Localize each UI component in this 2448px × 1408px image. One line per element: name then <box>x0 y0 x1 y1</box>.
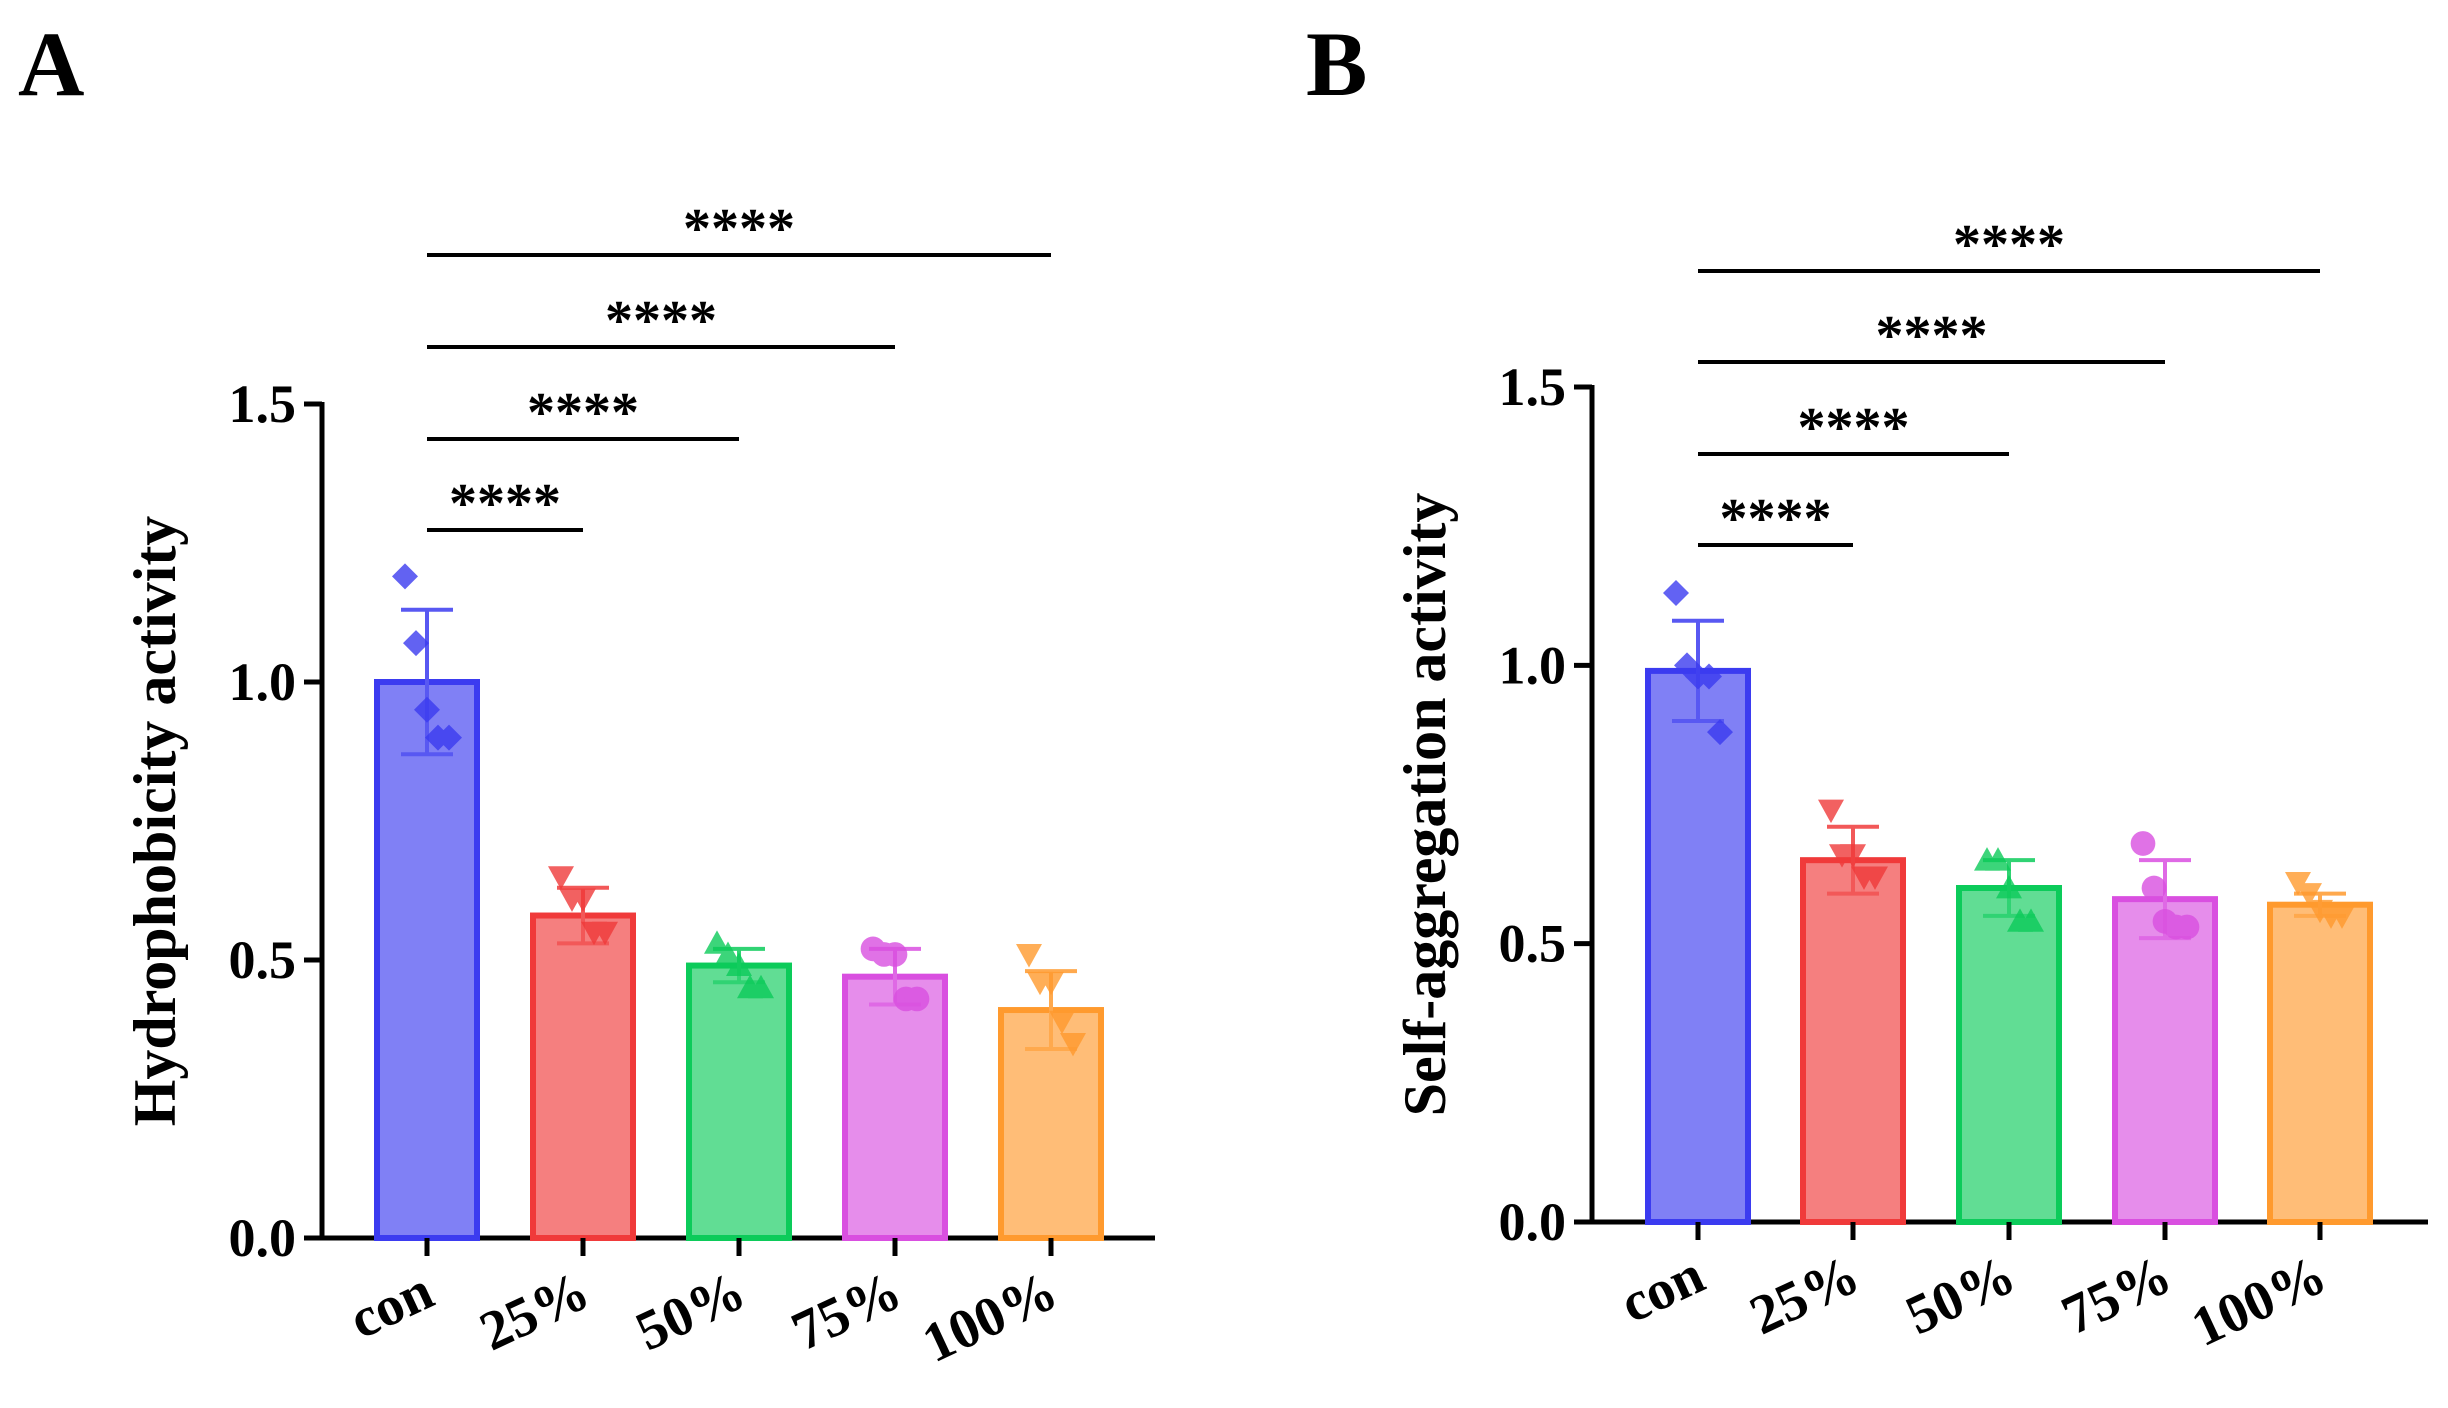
y-axis-label: Self-aggregation activity <box>1392 493 1458 1117</box>
x-tick-label: 75% <box>783 1260 911 1364</box>
data-point <box>403 630 429 657</box>
data-point <box>2018 908 2044 932</box>
data-point <box>570 888 596 912</box>
panel-A: A Hydrophobicity activity 0.0 0.5 1.0 1.5 con 2… <box>18 13 1155 1375</box>
data-point <box>414 696 440 723</box>
data-point <box>592 921 618 946</box>
bar-25% <box>1800 857 1906 1226</box>
significance-label: **** <box>605 290 717 352</box>
data-point <box>2141 875 2167 901</box>
data-point <box>1862 866 1888 890</box>
points-con <box>1663 579 1733 746</box>
x-tick-label: 100% <box>913 1260 1066 1375</box>
data-point <box>715 941 741 965</box>
data-point <box>1818 799 1844 824</box>
panel-letter-B: B <box>1306 13 1367 115</box>
data-point <box>904 986 930 1012</box>
data-point <box>1696 663 1722 690</box>
points-25% <box>1818 799 1888 890</box>
data-point <box>2174 914 2200 940</box>
y-tick-label: 0.5 <box>229 930 297 990</box>
panel-letter-A: A <box>18 13 84 115</box>
significance-label: **** <box>1953 214 2065 276</box>
y-tick-label: 1.5 <box>1499 357 1567 417</box>
data-point <box>2296 883 2322 907</box>
points-75% <box>860 936 930 1012</box>
bar-75% <box>842 973 948 1241</box>
bar-25% <box>530 912 636 1242</box>
x-tick-label: con <box>1611 1244 1713 1336</box>
bar-100% <box>2267 901 2373 1225</box>
bar-con <box>374 679 480 1241</box>
x-tick-label: 100% <box>2182 1244 2335 1359</box>
x-tick-label: 50% <box>627 1260 755 1364</box>
points-50% <box>704 930 774 999</box>
significance-label: **** <box>527 382 639 444</box>
y-tick-label: 1.0 <box>229 652 297 712</box>
data-point <box>726 952 752 976</box>
panel-B: B Self-aggregation activity 0.0 0.5 1.0 1.5 co… <box>1306 13 2428 1359</box>
data-point <box>1049 1010 1075 1035</box>
bar-con <box>1645 667 1751 1225</box>
points-25% <box>548 866 618 946</box>
bar-50% <box>1956 885 2062 1225</box>
y-tick-label: 0.0 <box>229 1208 297 1268</box>
x-tick-label: 25% <box>1741 1244 1869 1348</box>
data-point <box>392 563 418 590</box>
significance-label: **** <box>1720 488 1832 550</box>
y-tick-label: 1.0 <box>1499 635 1567 695</box>
data-point <box>1996 875 2022 899</box>
y-tick-label: 0.5 <box>1499 914 1567 974</box>
x-tick-label: 75% <box>2053 1244 2181 1348</box>
data-point <box>548 866 574 890</box>
data-point <box>1985 847 2011 871</box>
data-point <box>1840 844 1866 868</box>
points-75% <box>2130 831 2200 940</box>
data-point <box>1016 944 1042 968</box>
data-point <box>436 724 462 751</box>
y-tick-label: 0.0 <box>1499 1192 1567 1252</box>
data-point <box>882 942 908 967</box>
significance-label: **** <box>1798 397 1910 459</box>
x-tick-label: 25% <box>471 1260 599 1364</box>
points-50% <box>1974 847 2044 932</box>
x-tick-label: 50% <box>1897 1244 2025 1348</box>
data-point <box>1707 719 1733 746</box>
significance-label: **** <box>683 198 795 260</box>
data-point <box>1663 579 1689 606</box>
data-point <box>748 974 774 999</box>
bar-50% <box>686 962 792 1241</box>
bar-75% <box>2112 896 2218 1226</box>
error-bar-con <box>401 607 453 757</box>
y-tick-label: 1.5 <box>229 374 297 434</box>
x-tick-label: con <box>340 1260 442 1352</box>
data-point <box>1060 1033 1086 1057</box>
data-point <box>704 930 730 954</box>
significance-label: **** <box>1876 305 1988 367</box>
data-point <box>1038 971 1064 996</box>
data-point <box>2329 905 2355 929</box>
points-100% <box>2285 872 2355 929</box>
points-100% <box>1016 944 1086 1057</box>
significance-label: **** <box>449 473 561 535</box>
points-con <box>392 563 462 751</box>
data-point <box>2130 831 2156 856</box>
y-axis-label: Hydrophobicity activity <box>122 516 188 1127</box>
